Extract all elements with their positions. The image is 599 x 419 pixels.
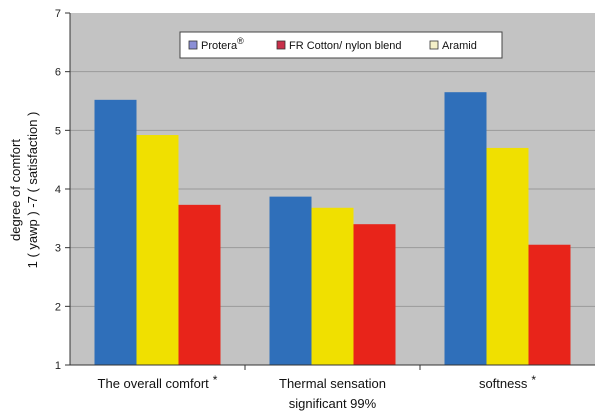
y-tick-label: 7 [55, 8, 61, 20]
bar-2-2 [311, 207, 354, 365]
legend-swatch [188, 40, 198, 50]
legend-label: Aramid [442, 40, 477, 52]
y-tick-label: 6 [55, 67, 61, 79]
legend-items: Protera® FR Cotton/ nylon blend Aramid [188, 36, 477, 52]
legend: Protera® FR Cotton/ nylon blend Aramid [179, 31, 503, 59]
legend-swatch [429, 40, 439, 50]
bars [94, 92, 571, 366]
legend-swatch [276, 40, 286, 50]
significance-mark: * [531, 373, 536, 387]
y-tick-label: 5 [55, 125, 61, 137]
legend-label: Protera® [201, 36, 244, 52]
legend-superscript: ® [237, 36, 244, 46]
y-tick-label: 2 [55, 301, 61, 313]
y-axis-label-line2: 1 ( yawp ) -7 ( satisfaction ) [25, 112, 40, 269]
y-axis-label-line1: degree of comfort [8, 139, 23, 241]
legend-label: FR Cotton/ nylon blend [289, 40, 402, 52]
axes [65, 12, 595, 370]
significance-mark: * [213, 373, 218, 387]
bar-1-3 [444, 92, 487, 365]
legend-box [179, 31, 503, 59]
y-tick-label: 3 [55, 243, 61, 255]
bar-3-3 [528, 244, 571, 365]
category-sublabel: significant 99% [289, 396, 377, 411]
bar-3-1 [178, 204, 221, 365]
bar-2-3 [486, 147, 529, 365]
category-label: Thermal sensation [279, 376, 386, 391]
bar-2-1 [136, 135, 179, 365]
bar-1-1 [94, 99, 137, 366]
y-tick-label: 1 [55, 360, 61, 372]
y-tick-label: 4 [55, 184, 61, 196]
bar-3-2 [353, 224, 396, 365]
category-labels: The overall comfort * Thermal sensation sig… [98, 373, 537, 411]
category-label: The overall comfort * [98, 373, 218, 391]
bar-1-2 [269, 196, 312, 365]
category-label: softness * [479, 373, 536, 391]
y-tick-labels: 1 2 3 4 5 6 7 [55, 8, 61, 372]
